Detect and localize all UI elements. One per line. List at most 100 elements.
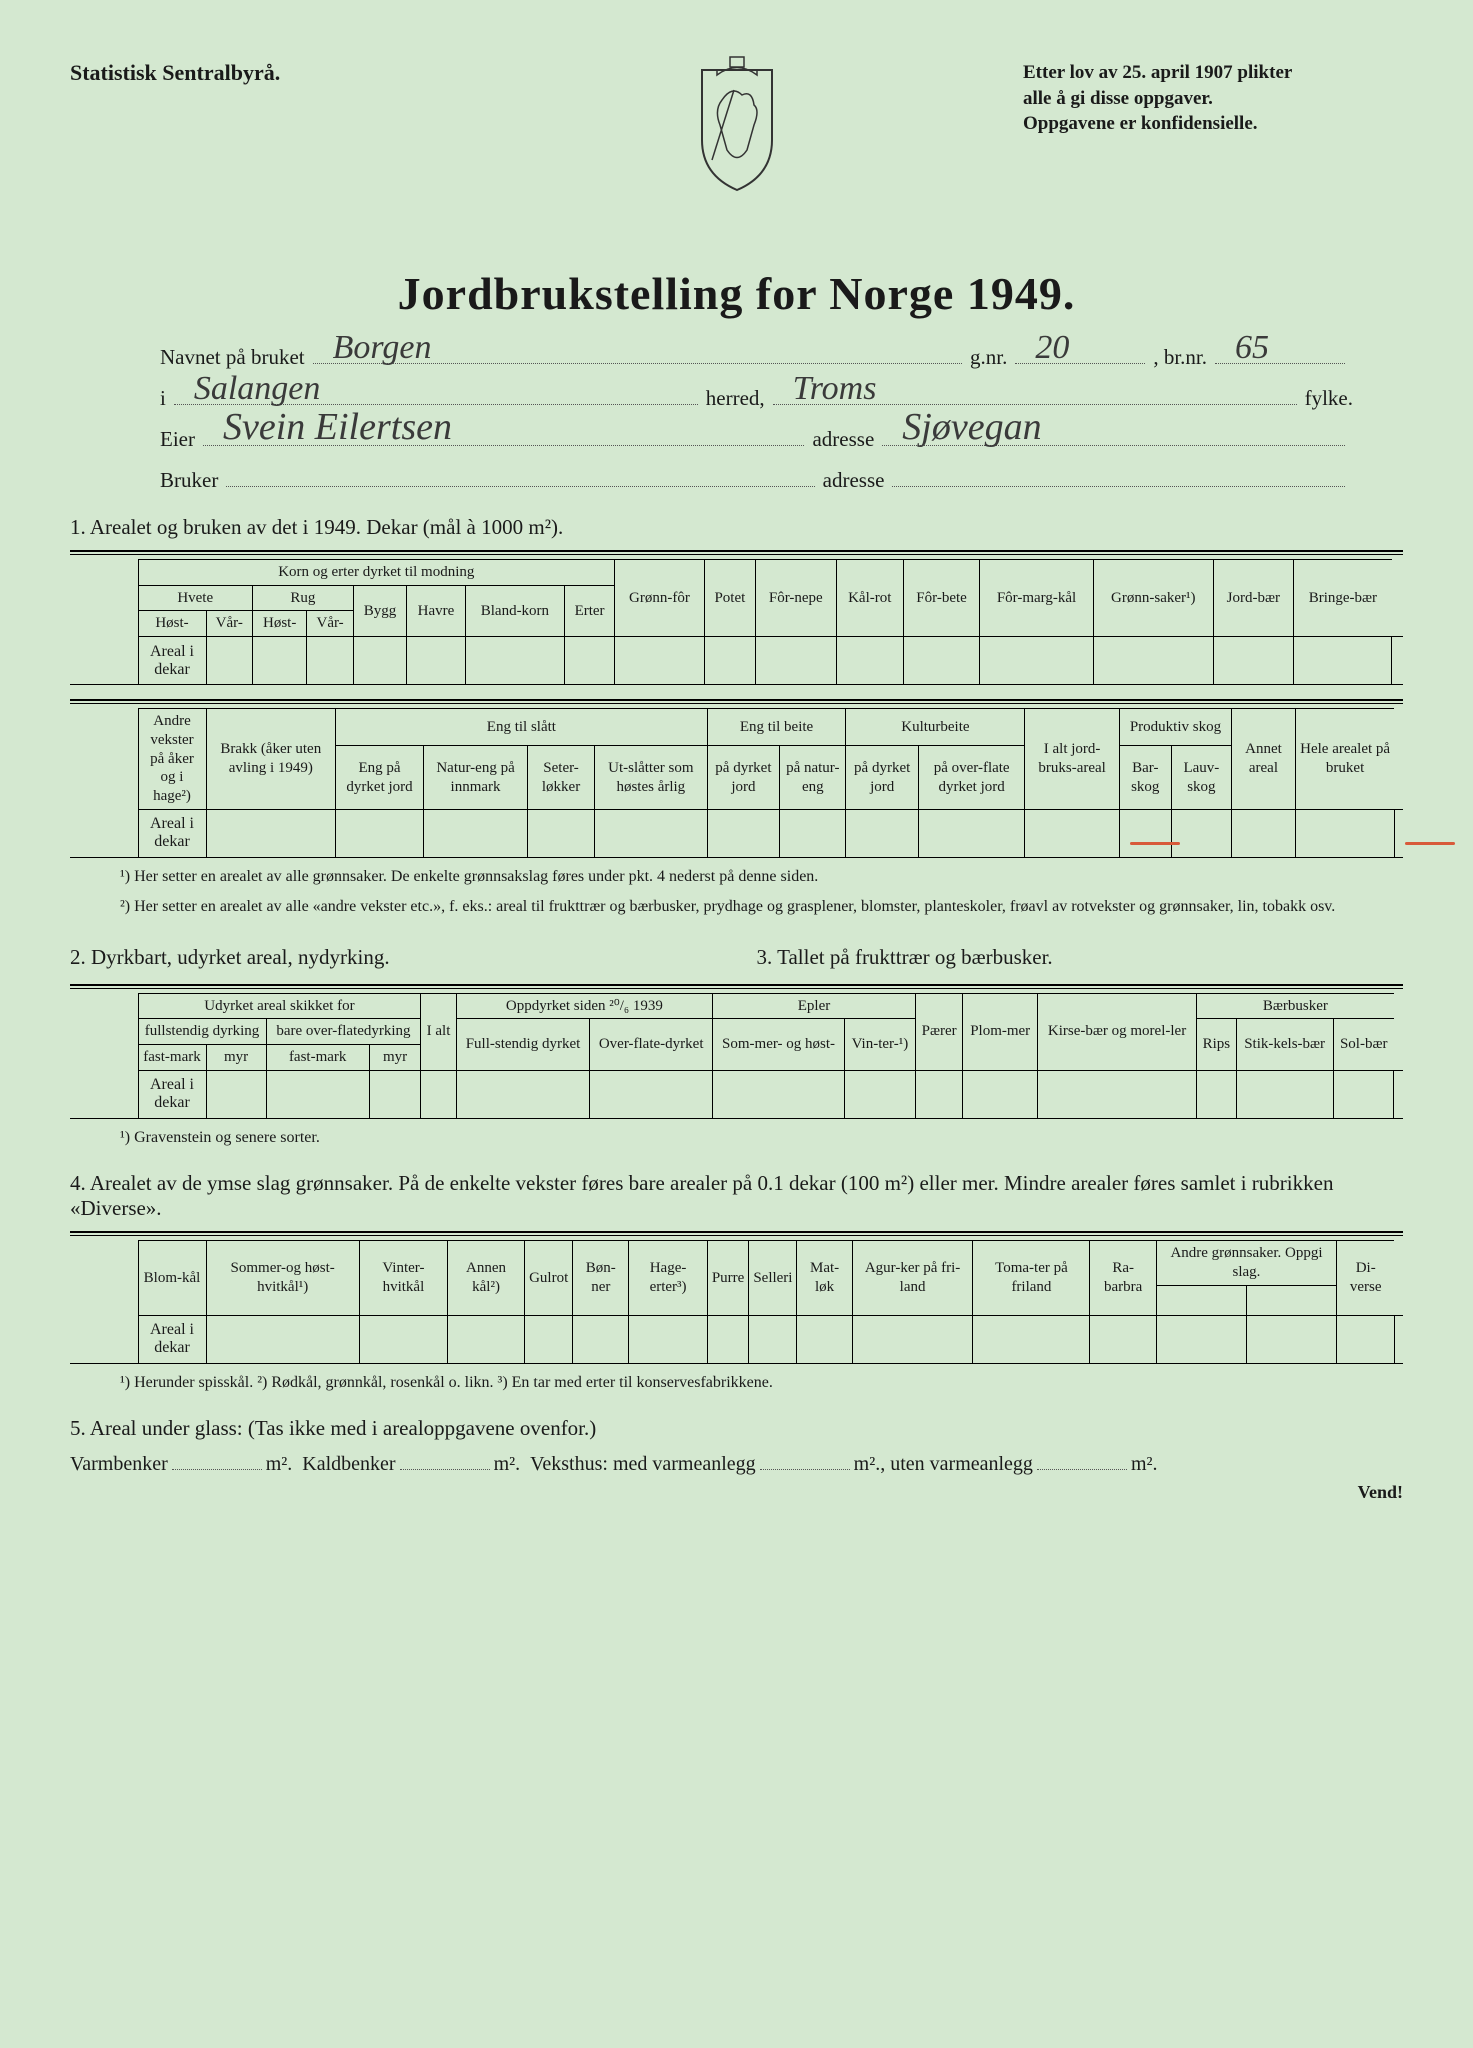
val-herred: Salangen: [194, 370, 321, 408]
h-stikkelsbaer: Stik-kels-bær: [1236, 1019, 1333, 1071]
h-vinter: Vin-ter-¹): [844, 1019, 915, 1071]
h-gulrot: Gulrot: [525, 1241, 573, 1316]
label-brnr: , br.nr.: [1153, 345, 1207, 370]
h-prodskog: Produktiv skog: [1119, 709, 1231, 746]
h-ialt: I alt: [421, 993, 456, 1070]
footnote-2: ²) Her setter en arealet av alle «andre …: [120, 896, 1403, 918]
red-mark-1: [1130, 842, 1180, 845]
h-utslatter: Ut-slåtter som høstes årlig: [594, 746, 707, 810]
line-eier: Eier Svein Eilertsen adresse Sjøvegan: [70, 427, 1403, 452]
h-kulturbeite: Kulturbeite: [846, 709, 1025, 746]
h-sommer: Som-mer- og høst-: [713, 1019, 845, 1071]
label-bruker: Bruker: [160, 468, 218, 493]
section5-line: Varmbenker m². Kaldbenker m². Veksthus: …: [70, 1453, 1403, 1476]
rule-1b: [70, 699, 1403, 704]
h-kalrot: Kål-rot: [836, 559, 903, 636]
h-blandkorn: Bland-korn: [465, 585, 564, 637]
label-adresse: adresse: [812, 427, 874, 452]
lbl-varmbenker: Varmbenker: [70, 1453, 168, 1476]
footnote-1: ¹) Her setter en arealet av alle grønnsa…: [120, 866, 1403, 888]
h-purre: Purre: [707, 1241, 749, 1316]
h-gronnsaker: Grønn-saker¹): [1093, 559, 1213, 636]
h-myr1: myr: [206, 1045, 266, 1071]
h-matlok: Mat-løk: [797, 1241, 852, 1316]
section2-heading: 2. Dyrkbart, udyrket areal, nydyrking.: [70, 945, 717, 970]
table-section1a: Korn og erter dyrket til modning Grønn-f…: [70, 559, 1403, 685]
h-lauvskog: Lauv-skog: [1171, 746, 1231, 810]
h-jordbaer: Jord-bær: [1213, 559, 1293, 636]
h-udyrket: Udyrket areal skikket for: [138, 993, 421, 1019]
h-seterlokker: Seter-løkker: [528, 746, 595, 810]
h-pa-dyrket: på dyrket jord: [707, 746, 780, 810]
law-line-2: alle å gi disse oppgaver.: [1023, 86, 1403, 112]
h-diverse: Di-verse: [1336, 1241, 1394, 1316]
census-form-page: Statistisk Sentralbyrå. Etter lov av 25.…: [0, 0, 1473, 2048]
h-natureng: Natur-eng på innmark: [423, 746, 527, 810]
table-sections-2-3: Udyrket areal skikket for I alt Oppdyrke…: [70, 993, 1403, 1119]
h-formargkal: Fôr-marg-kål: [980, 559, 1094, 636]
h-myr2: myr: [369, 1045, 421, 1071]
vend-label: Vend!: [70, 1482, 1403, 1503]
rule-23: [70, 984, 1403, 989]
h-pa-overflate: på over-flate dyrket jord: [918, 746, 1024, 810]
h-paerer: Pærer: [915, 993, 963, 1070]
h-rug: Rug: [252, 585, 353, 611]
h-epler: Epler: [713, 993, 916, 1019]
line-bruket: Navnet på bruket Borgen g.nr. 20 , br.nr…: [70, 345, 1403, 370]
line-bruker: Bruker adresse: [70, 468, 1403, 493]
val-navnet: Borgen: [333, 329, 432, 367]
label-navnet: Navnet på bruket: [160, 345, 305, 370]
label-fylke: fylke.: [1305, 386, 1353, 411]
unit-m2-3: m².: [854, 1453, 881, 1476]
h-havre: Havre: [407, 585, 466, 637]
h-bare-over: bare over-flatedyrking: [266, 1019, 421, 1045]
h-rug-var: Vår-: [307, 611, 353, 637]
h-fm1: fast-mark: [138, 1045, 206, 1071]
h-erter: Erter: [565, 585, 615, 637]
lbl-kaldbenker: Kaldbenker: [302, 1453, 395, 1476]
row-label-1b: Areal i dekar: [138, 809, 206, 857]
h-agurker: Agur-ker på fri-land: [852, 1241, 973, 1316]
label-adresse2: adresse: [823, 468, 885, 493]
h-engbeite: Eng til beite: [707, 709, 846, 746]
h-fornepe: Fôr-nepe: [755, 559, 836, 636]
label-herred: herred,: [706, 386, 765, 411]
law-line-3: Oppgavene er konfidensielle.: [1023, 111, 1403, 137]
unit-m2-1: m².: [266, 1453, 293, 1476]
val-brnr: 65: [1235, 329, 1269, 367]
table-section1b: Andre vekster på åker og i hage²) Brakk …: [70, 708, 1403, 858]
h-hvete: Hvete: [138, 585, 252, 611]
label-gnr: g.nr.: [970, 345, 1007, 370]
rule-4: [70, 1231, 1403, 1236]
h-engslatt: Eng til slått: [336, 709, 708, 746]
org-name: Statistisk Sentralbyrå.: [70, 60, 280, 86]
h-annenkal: Annen kål²): [448, 1241, 525, 1316]
h-potet: Potet: [704, 559, 755, 636]
section1-heading: 1. Arealet og bruken av det i 1949. Deka…: [70, 515, 1403, 540]
footnote-3: ¹) Gravenstein og senere sorter.: [120, 1127, 1403, 1149]
label-eier: Eier: [160, 427, 195, 452]
h-eng-dyrket: Eng på dyrket jord: [336, 746, 424, 810]
row-label-4: Areal i dekar: [138, 1315, 206, 1363]
h-brakk: Brakk (åker uten avling i 1949): [206, 709, 336, 810]
h-oppdyrket: Oppdyrket siden ²⁰/₆ 1939: [456, 993, 712, 1019]
rule-1a: [70, 550, 1403, 555]
h-rabarbra: Ra-barbra: [1090, 1241, 1157, 1316]
red-mark-2: [1405, 842, 1455, 845]
law-text: Etter lov av 25. april 1907 plikter alle…: [1023, 60, 1403, 137]
coat-of-arms-icon: [682, 55, 792, 200]
h-tomater: Toma-ter på friland: [973, 1241, 1090, 1316]
h-over-dyrket: Over-flate-dyrket: [590, 1019, 713, 1071]
h-blomkal: Blom-kål: [138, 1241, 206, 1316]
h-selleri: Selleri: [749, 1241, 797, 1316]
val-fylke: Troms: [793, 370, 877, 408]
sections-2-3-row: 2. Dyrkbart, udyrket areal, nydyrking. 3…: [70, 923, 1403, 980]
h-bygg: Bygg: [353, 585, 406, 637]
main-title: Jordbrukstelling for Norge 1949.: [70, 267, 1403, 320]
section3-heading: 3. Tallet på frukttrær og bærbusker.: [757, 945, 1404, 970]
h-hele: Hele arealet på bruket: [1295, 709, 1394, 810]
footnote-4: ¹) Herunder spisskål. ²) Rødkål, grønnkå…: [120, 1372, 1403, 1394]
h-plommer: Plom-mer: [963, 993, 1038, 1070]
law-line-1: Etter lov av 25. april 1907 plikter: [1023, 60, 1403, 86]
h-bringebaer: Bringe-bær: [1293, 559, 1392, 636]
